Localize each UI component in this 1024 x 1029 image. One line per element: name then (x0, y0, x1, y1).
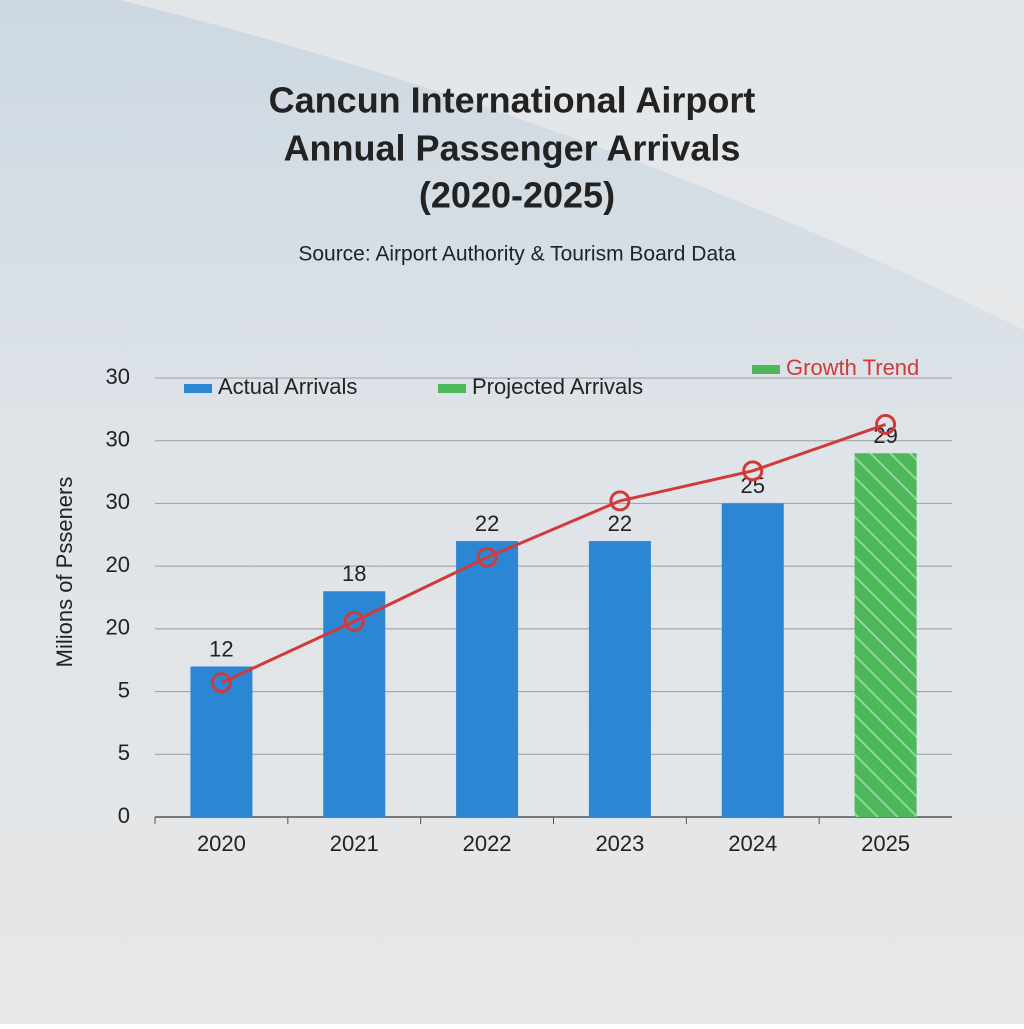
trend-point (742, 460, 764, 482)
x-tick-label: 2020 (197, 831, 246, 856)
y-tick-label: 30 (106, 489, 130, 514)
roof (0, 0, 1024, 330)
x-tick-label: 2022 (463, 831, 512, 856)
title: (2020-2025) (419, 175, 615, 216)
trend-point (476, 546, 498, 568)
value-label: 22 (608, 511, 632, 536)
title: Cancun International Airport (269, 80, 756, 121)
bar (588, 541, 651, 817)
y-tick-label: 5 (118, 677, 130, 702)
y-tick-label: 20 (106, 615, 130, 640)
x-tick-label: 2023 (595, 831, 644, 856)
y-tick-label: 30 (106, 364, 130, 389)
value-label: 22 (475, 511, 499, 536)
y-tick-label: 20 (106, 552, 130, 577)
trend-point (343, 610, 365, 632)
legend-swatch (184, 384, 212, 393)
bar (323, 591, 386, 817)
y-tick-label: 30 (106, 427, 130, 452)
trend-point (875, 413, 897, 435)
bar (456, 541, 519, 817)
bar (854, 453, 917, 817)
value-label: 18 (342, 561, 366, 586)
legend-label: Projected Arrivals (472, 374, 643, 399)
x-tick-label: 2024 (728, 831, 777, 856)
legend-swatch (752, 365, 780, 374)
bar (721, 503, 784, 817)
trend-point (210, 672, 232, 694)
y-tick-label: 5 (118, 740, 130, 765)
trend-point (609, 490, 631, 512)
y-tick-label: 0 (118, 803, 130, 828)
y-axis-label: Milions of Psseners (52, 477, 77, 668)
x-tick-label: 2021 (330, 831, 379, 856)
title: Annual Passenger Arrivals (284, 128, 741, 169)
bar (190, 666, 253, 817)
value-label: 12 (209, 636, 233, 661)
subtitle: Source: Airport Authority & Tourism Boar… (298, 243, 736, 266)
legend-label: Actual Arrivals (218, 374, 357, 399)
value-label: 25 (741, 473, 765, 498)
x-tick-label: 2025 (861, 831, 910, 856)
legend-swatch (438, 384, 466, 393)
legend-label: Growth Trend (786, 355, 919, 380)
trend-line (220, 422, 887, 685)
